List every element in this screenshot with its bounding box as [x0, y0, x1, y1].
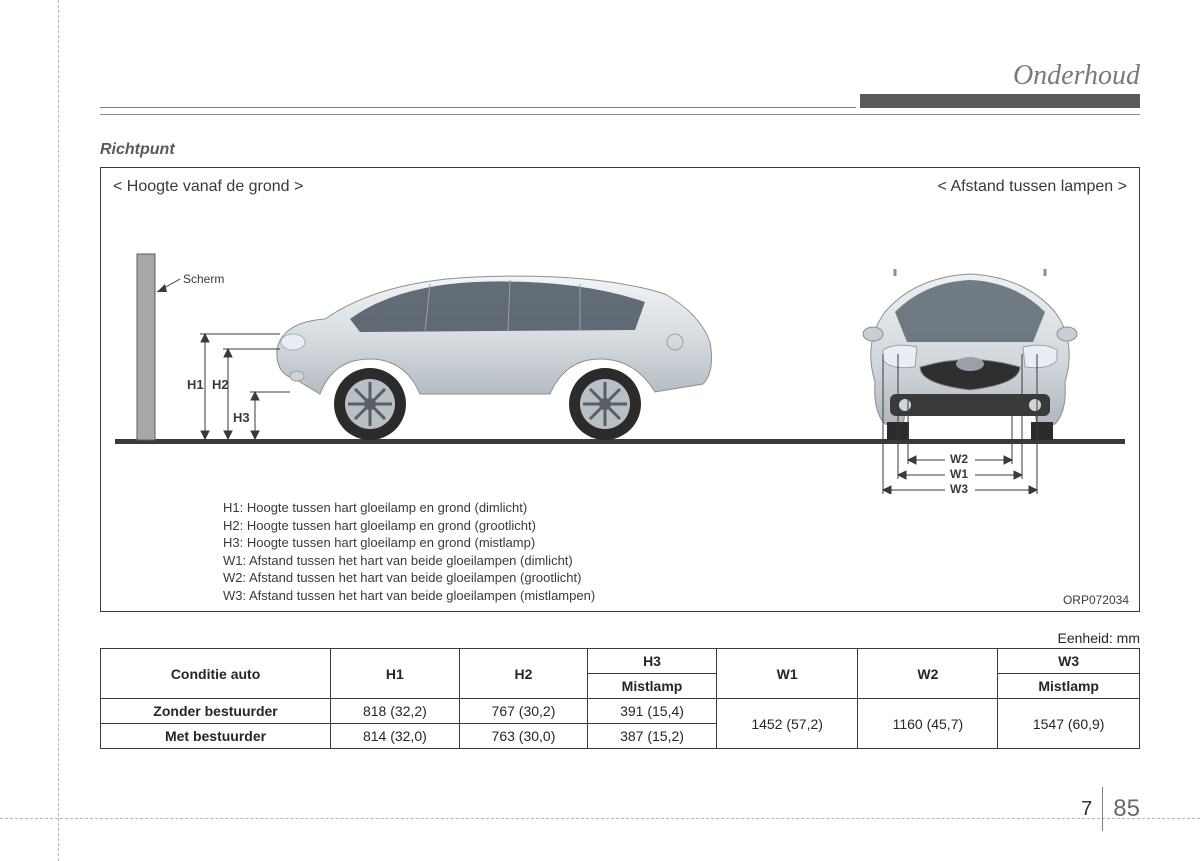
headlamp-side	[281, 334, 305, 350]
legend-w1: W1: Afstand tussen het hart van beide gl…	[223, 552, 1127, 570]
header-block: Onderhoud	[100, 60, 1140, 115]
w2-label: W2	[950, 452, 968, 466]
badge	[956, 357, 984, 371]
header-ornament	[100, 94, 1140, 108]
page-content: Onderhoud Richtpunt < Hoogte vanaf de gr…	[0, 0, 1200, 749]
cell-r1-h1: 818 (32,2)	[331, 699, 460, 724]
legend-h1: H1: Hoogte tussen hart gloeilamp en gron…	[223, 499, 1127, 517]
page-crop-bottom	[0, 818, 1200, 819]
h1-label: H1	[187, 377, 204, 392]
th-h2: H2	[459, 649, 588, 699]
w1-label: W1	[950, 467, 968, 481]
h3-label: H3	[233, 410, 250, 425]
screen-label: Scherm	[183, 272, 224, 286]
w3-label: W3	[950, 482, 968, 494]
th-condition: Conditie auto	[101, 649, 331, 699]
diagram-captions: < Hoogte vanaf de grond > < Afstand tuss…	[113, 178, 1127, 196]
th-w3: W3	[998, 649, 1140, 674]
chapter-title: Onderhoud	[100, 60, 1140, 92]
header-underline	[100, 114, 1140, 115]
caption-left: < Hoogte vanaf de grond >	[113, 178, 303, 196]
unit-label: Eenheid: mm	[100, 630, 1140, 646]
legend-h2: H2: Hoogte tussen hart gloeilamp en gron…	[223, 517, 1127, 535]
tire-right	[1031, 422, 1053, 440]
car-side	[277, 276, 712, 440]
header-thin-rule	[100, 107, 856, 108]
cell-r2-h1: 814 (32,0)	[331, 724, 460, 749]
cell-r1-label: Zonder bestuurder	[101, 699, 331, 724]
ground-line	[115, 439, 1125, 444]
car-front	[863, 269, 1077, 440]
mirror-right	[1057, 327, 1077, 341]
cell-r1-h3: 391 (15,4)	[588, 699, 717, 724]
th-h3: H3	[588, 649, 717, 674]
wheel-front	[334, 368, 406, 440]
headlamp-right	[1023, 345, 1057, 368]
page-number: 85	[1113, 795, 1140, 823]
footer-divider	[1102, 787, 1103, 831]
wheel-rear	[569, 368, 641, 440]
legend-h3: H3: Hoogte tussen hart gloeilamp en gron…	[223, 534, 1127, 552]
cell-w3: 1547 (60,9)	[998, 699, 1140, 749]
th-w2: W2	[858, 649, 998, 699]
legend-w3: W3: Afstand tussen het hart van beide gl…	[223, 587, 1127, 605]
figure-code: ORP072034	[1063, 593, 1129, 607]
fog-right	[1029, 399, 1041, 411]
table-header-row-1: Conditie auto H1 H2 H3 W1 W2 W3	[101, 649, 1140, 674]
caption-right: < Afstand tussen lampen >	[938, 178, 1127, 196]
th-h3-sub: Mistlamp	[588, 674, 717, 699]
table-row: Zonder bestuurder 818 (32,2) 767 (30,2) …	[101, 699, 1140, 724]
screen-rect	[137, 254, 155, 440]
cell-w1: 1452 (57,2)	[716, 699, 858, 749]
page-footer: 7 85	[1081, 787, 1140, 831]
cell-r1-h2: 767 (30,2)	[459, 699, 588, 724]
cell-w2: 1160 (45,7)	[858, 699, 998, 749]
h2-label: H2	[212, 377, 229, 392]
legend-w2: W2: Afstand tussen het hart van beide gl…	[223, 569, 1127, 587]
headlamp-left	[883, 345, 917, 368]
screen-arrow-head	[157, 284, 167, 292]
fog-left	[899, 399, 911, 411]
chapter-number: 7	[1081, 798, 1092, 821]
foglamp-side	[290, 371, 304, 381]
cell-r2-h2: 763 (30,0)	[459, 724, 588, 749]
diagram-container: < Hoogte vanaf de grond > < Afstand tuss…	[100, 167, 1140, 612]
section-title: Richtpunt	[100, 141, 1140, 159]
mirror-left	[863, 327, 883, 341]
legend: H1: Hoogte tussen hart gloeilamp en gron…	[223, 499, 1127, 604]
diagram-svg: Scherm	[113, 204, 1127, 494]
dimensions-table: Conditie auto H1 H2 H3 W1 W2 W3 Mistlamp…	[100, 648, 1140, 749]
th-w1: W1	[716, 649, 858, 699]
page-crop-left	[58, 0, 59, 861]
cell-r2-h3: 387 (15,2)	[588, 724, 717, 749]
th-w3-sub: Mistlamp	[998, 674, 1140, 699]
header-dark-bar	[860, 94, 1140, 108]
th-h1: H1	[331, 649, 460, 699]
cell-r2-label: Met bestuurder	[101, 724, 331, 749]
lower-bumper	[890, 394, 1050, 416]
